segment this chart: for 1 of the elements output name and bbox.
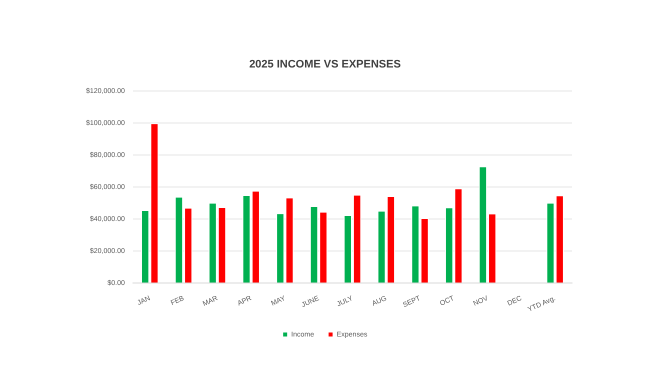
chart-title: 2025 INCOME VS EXPENSES [249,58,401,71]
